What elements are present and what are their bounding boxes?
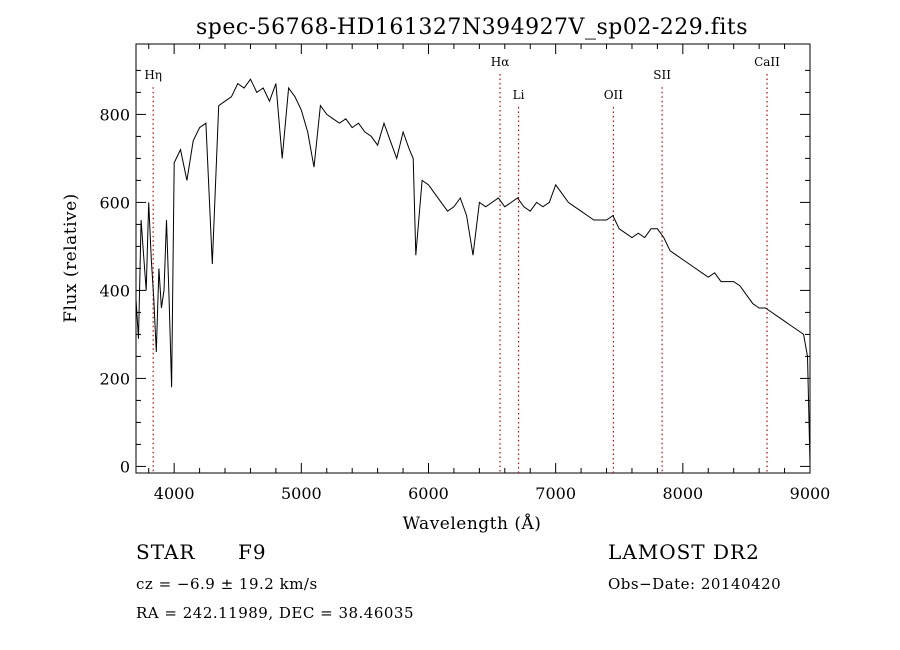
coordinates: RA = 242.11989, DEC = 38.46035 — [136, 604, 415, 622]
object-class: STAR — [136, 540, 196, 564]
redshift-readout: cz = −6.9 ± 19.2 km/s — [136, 575, 318, 593]
line-marker-label-2: Li — [513, 88, 525, 102]
x-tick-label: 8000 — [662, 484, 703, 503]
line-markers: Hη Hα Li OII SII CaII — [144, 55, 780, 473]
y-axis-label: Flux (relative) — [61, 193, 81, 323]
y-tick-label: 400 — [99, 281, 130, 300]
y-axis-ticks: 0 200 400 600 800 — [99, 69, 810, 476]
x-tick-label: 9000 — [790, 484, 831, 503]
x-tick-label: 6000 — [408, 484, 449, 503]
line-marker-label-4: SII — [653, 68, 671, 82]
x-tick-label: 5000 — [281, 484, 322, 503]
line-marker-label-0: Hη — [144, 68, 162, 82]
line-marker-label-5: CaII — [754, 55, 780, 69]
chart-title: spec-56768-HD161327N394927V_sp02-229.fit… — [196, 15, 748, 40]
y-tick-label: 200 — [99, 369, 130, 388]
y-tick-label: 0 — [120, 457, 130, 476]
observation-date: Obs−Date: 20140420 — [608, 575, 782, 593]
line-marker-label-3: OII — [604, 88, 624, 102]
spectrum-line — [135, 78, 811, 465]
y-tick-label: 600 — [99, 193, 130, 212]
x-axis-label: Wavelength (Å) — [403, 513, 542, 534]
y-tick-label: 800 — [99, 105, 130, 124]
survey-release: LAMOST DR2 — [608, 540, 760, 564]
line-marker-label-1: Hα — [491, 55, 510, 69]
x-tick-label: 7000 — [535, 484, 576, 503]
x-tick-label: 4000 — [154, 484, 195, 503]
x-axis-ticks: 4000 5000 6000 7000 8000 9000 — [148, 44, 831, 503]
plot-frame — [135, 43, 811, 474]
object-subclass: F9 — [238, 540, 267, 564]
